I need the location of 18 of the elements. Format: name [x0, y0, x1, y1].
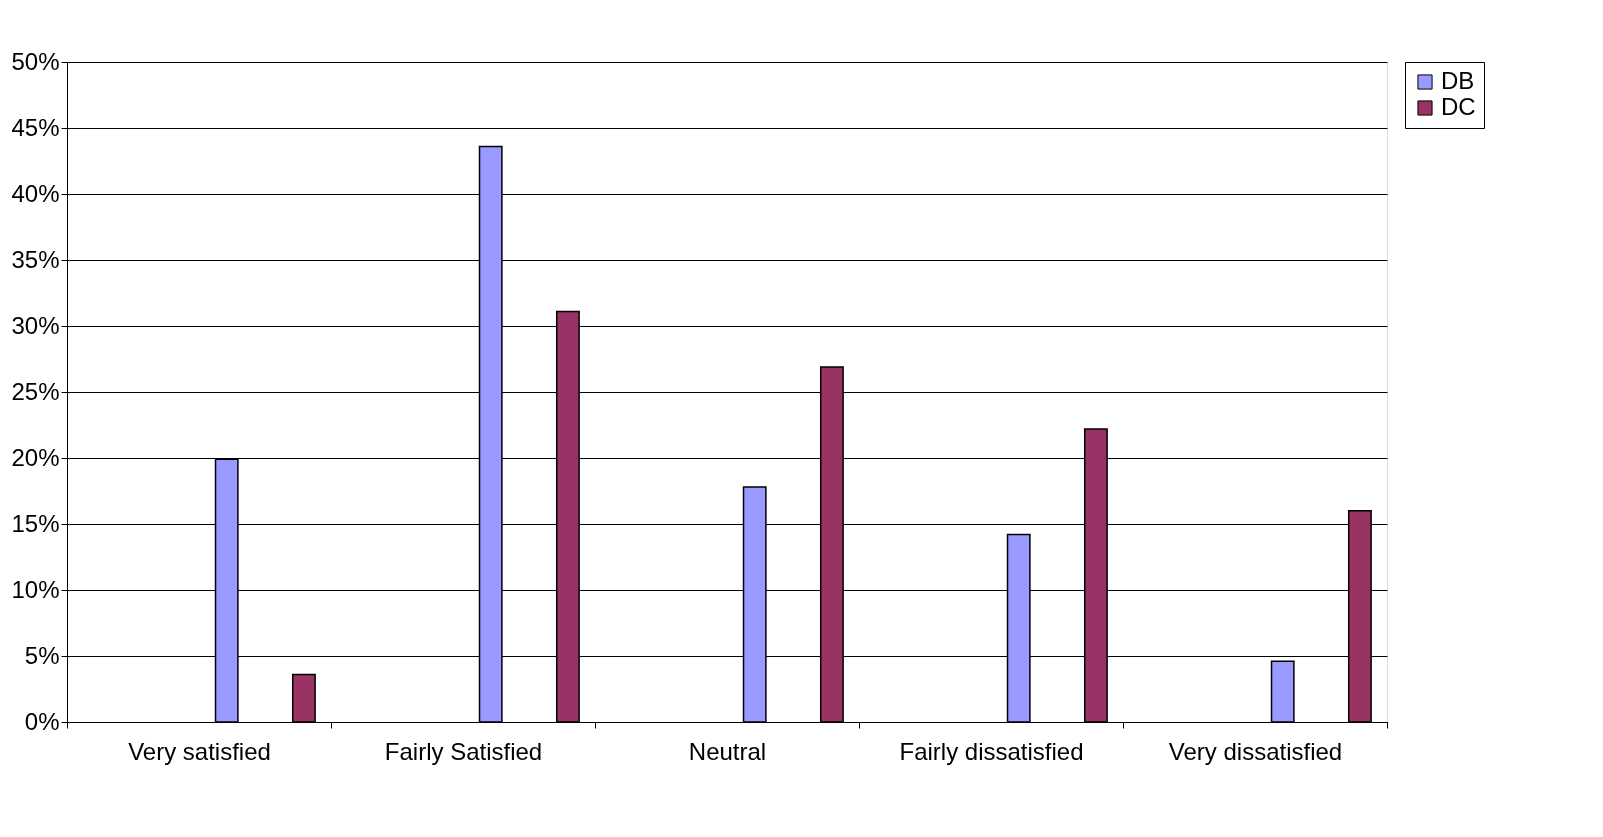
legend-label: DB: [1441, 67, 1475, 94]
x-tick-label: Very satisfied: [128, 737, 271, 765]
legend-label: DC: [1441, 93, 1476, 120]
x-tick-label: Very dissatisfied: [1168, 737, 1343, 765]
y-tick-label: 10%: [11, 575, 60, 603]
y-tick-label: 45%: [11, 113, 60, 141]
y-tick-label: 30%: [11, 311, 60, 339]
x-tick-label: Fairly dissatisfied: [899, 737, 1084, 765]
y-tick-label: 5%: [24, 641, 60, 669]
y-tick-label: 25%: [11, 377, 60, 405]
y-tick-label: 20%: [11, 443, 60, 471]
y-tick-label: 40%: [11, 179, 60, 207]
x-tick-label: Neutral: [688, 737, 767, 765]
y-tick-label: 35%: [11, 245, 60, 273]
y-tick-label: 50%: [11, 47, 60, 75]
y-tick-label: 0%: [24, 707, 60, 735]
x-tick-label: Fairly Satisfied: [384, 737, 543, 765]
y-tick-label: 15%: [11, 509, 60, 537]
